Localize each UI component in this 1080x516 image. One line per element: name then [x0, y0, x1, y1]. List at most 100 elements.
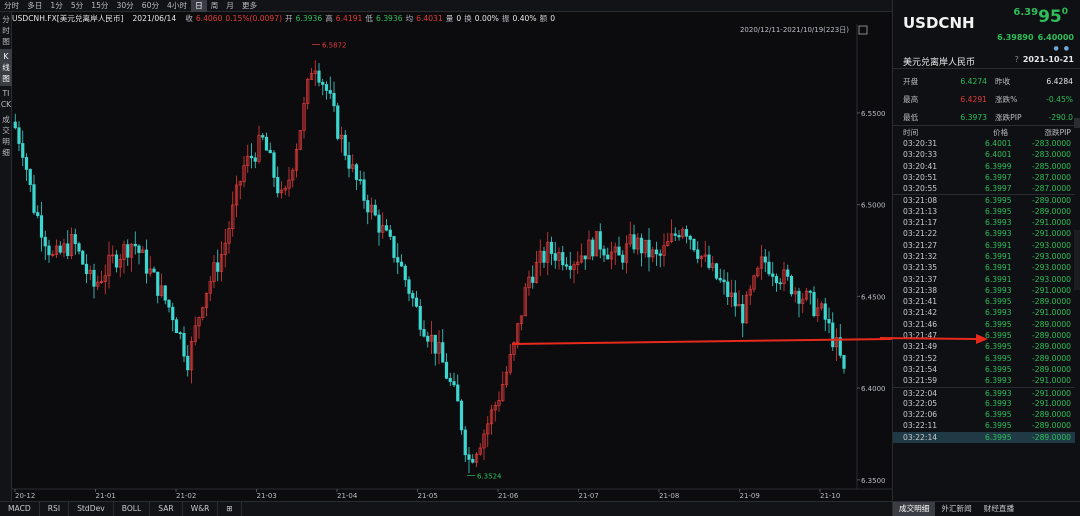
tick-row[interactable]: 03:21:27 6.3991 -293.0000 [893, 240, 1075, 251]
view-tab-3[interactable]: 成交明细 [2, 115, 10, 157]
tick-row[interactable]: 03:22:05 6.3993 -291.0000 [893, 398, 1075, 409]
period-tab-0[interactable]: 分时 [4, 0, 20, 10]
candle-body [339, 134, 344, 139]
x-tick-label: 21-08 [659, 492, 679, 500]
candle-body [403, 265, 407, 281]
tick-row[interactable]: 03:21:22 6.3993 -291.0000 [893, 228, 1075, 239]
period-tab-2[interactable]: 1分 [50, 0, 63, 10]
indicator-tab-5[interactable]: W&R [183, 502, 219, 516]
tick-row[interactable]: 03:21:52 6.3995 -289.0000 [893, 353, 1075, 364]
high-value: 6.4191 [335, 13, 363, 23]
tick-row[interactable]: 03:21:54 6.3995 -289.0000 [893, 364, 1075, 375]
open-value: 6.3936 [295, 13, 323, 23]
help-icon[interactable]: ? [1014, 55, 1019, 64]
indicator-tab-1[interactable]: RSI [40, 502, 70, 516]
price-big-digits: 95 [1038, 7, 1062, 27]
indicator-tab-4[interactable]: SAR [150, 502, 183, 516]
scroll-up-icon[interactable] [1074, 118, 1080, 128]
period-tab-6[interactable]: 60分 [141, 0, 160, 10]
tick-row[interactable]: 03:22:11 6.3995 -289.0000 [893, 420, 1075, 431]
tick-time: 03:21:22 [903, 229, 938, 239]
candle-body [141, 249, 145, 253]
candle-body [658, 253, 662, 256]
period-tab-10[interactable]: 月 [226, 0, 234, 10]
info-symbol: USDCNH.FX[美元兑离岸人民币] [12, 13, 124, 23]
tick-row[interactable]: 03:21:42 6.3993 -291.0000 [893, 307, 1075, 318]
tick-row[interactable]: 03:21:32 6.3991 -293.0000 [893, 251, 1075, 262]
period-tab-1[interactable]: 多日 [27, 0, 43, 10]
tick-row[interactable]: 03:21:46 6.3995 -289.0000 [893, 319, 1075, 330]
stats-row: 开盘 6.4274 昨收 6.4284 [893, 72, 1080, 90]
tick-row[interactable]: 03:21:35 6.3991 -293.0000 [893, 262, 1075, 273]
candle-body [354, 164, 359, 180]
candlestick-chart[interactable]: 2020/12/11-2021/10/19(223日) 6.3500 6.4000 6… [12, 24, 892, 500]
candle-body [726, 281, 730, 297]
tick-row[interactable]: 03:21:08 6.3995 -289.0000 [893, 194, 1075, 205]
stat-value: 6.4284 [1046, 76, 1073, 86]
view-tab-2[interactable]: TICK [0, 89, 12, 109]
candle-body [628, 234, 632, 245]
period-tab-3[interactable]: 5分 [70, 0, 84, 10]
add-indicator-icon[interactable]: ⊞ [218, 502, 242, 516]
tick-row[interactable]: 03:21:37 6.3991 -293.0000 [893, 274, 1075, 285]
candle-body [639, 237, 644, 254]
period-tab-4[interactable]: 15分 [91, 0, 109, 10]
tick-row[interactable]: 03:21:17 6.3993 -291.0000 [893, 217, 1075, 228]
sidebar-tab-2[interactable]: 财经直播 [983, 504, 1015, 513]
period-tab-11[interactable]: 更多 [241, 0, 258, 10]
col-pip: 涨跌PIP [1044, 128, 1071, 137]
candle-body [793, 290, 797, 295]
candle-body [163, 285, 167, 301]
candle-body [309, 73, 314, 80]
tick-row[interactable]: 03:20:33 6.4001 -283.0000 [893, 149, 1075, 160]
candle-body [313, 70, 317, 74]
scrollbar[interactable] [1074, 230, 1080, 290]
tick-row[interactable]: 03:20:41 6.3999 -285.0000 [893, 161, 1075, 172]
candle-body [516, 323, 520, 344]
tick-row[interactable]: 03:22:14 6.3995 -289.0000 [893, 431, 1075, 444]
candle-body [643, 239, 647, 254]
tick-row[interactable]: 03:21:41 6.3995 -289.0000 [893, 296, 1075, 307]
candle-body [328, 90, 332, 94]
candle-body [122, 244, 126, 260]
period-tab-5[interactable]: 30分 [116, 0, 134, 10]
period-tab-9[interactable]: 周 [210, 0, 219, 10]
candle-body [351, 164, 355, 169]
indicator-tab-3[interactable]: BOLL [114, 502, 151, 516]
sidebar-tab-1[interactable]: 外汇新闻 [941, 504, 972, 513]
candle-body [298, 130, 302, 150]
tick-pip: -291.0000 [1032, 308, 1071, 318]
candle-body [692, 238, 696, 251]
period-tab-8[interactable]: 日 [191, 0, 207, 12]
tick-row[interactable]: 03:22:06 6.3995 -289.0000 [893, 409, 1075, 420]
indicator-tab-2[interactable]: StdDev [69, 502, 114, 516]
tick-list[interactable]: 03:20:31 6.4001 -283.0000 03:20:33 6.4001 -28… [893, 138, 1075, 444]
tick-time: 03:20:55 [903, 184, 938, 194]
candle-body [422, 329, 426, 337]
sidebar-tab-0[interactable]: 成交明细 [893, 502, 936, 516]
annotation-arrow-head [880, 334, 988, 344]
candle-body [474, 453, 479, 463]
tick-row[interactable]: 03:21:59 6.3993 -291.0000 [893, 375, 1075, 386]
view-tab-0[interactable]: 分时图 [2, 15, 10, 46]
period-tab-7[interactable]: 4小时 [167, 0, 188, 10]
tick-row[interactable]: 03:21:49 6.3995 -289.0000 [893, 341, 1075, 352]
view-tab-1[interactable]: K线图 [0, 49, 12, 86]
tick-row[interactable]: 03:22:04 6.3993 -291.0000 [893, 386, 1075, 398]
tick-row[interactable]: 03:20:51 6.3997 -287.0000 [893, 172, 1075, 183]
candle-body [786, 269, 790, 277]
tick-row[interactable]: 03:20:31 6.4001 -283.0000 [893, 138, 1075, 149]
tick-row[interactable]: 03:20:55 6.3997 -287.0000 [893, 183, 1075, 194]
candle-body [707, 254, 711, 268]
candle-body [369, 204, 374, 213]
candle-body [493, 405, 497, 411]
indicator-tab-0[interactable]: MACD [0, 502, 40, 516]
tick-pip: -291.0000 [1032, 229, 1071, 239]
tick-price: 6.3995 [985, 196, 1012, 206]
tick-row[interactable]: 03:21:13 6.3995 -289.0000 [893, 206, 1075, 217]
close-label: 收 [185, 13, 193, 23]
tick-row[interactable]: 03:21:38 6.3993 -291.0000 [893, 285, 1075, 296]
last-price: 6.39950 [1013, 7, 1068, 27]
tick-pip: -289.0000 [1032, 353, 1071, 363]
tick-row[interactable]: 03:21:47 6.3995 -289.0000 [893, 330, 1075, 341]
